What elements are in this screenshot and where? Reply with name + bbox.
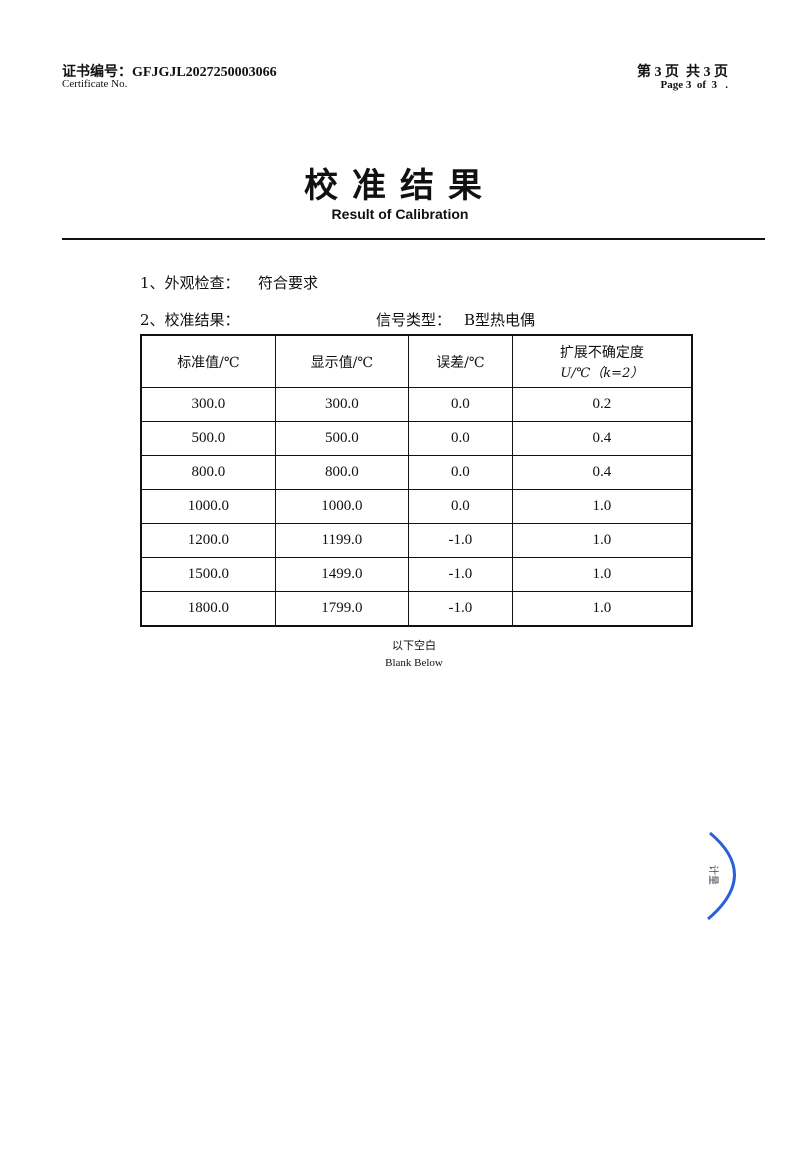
table-cell: 1200.0 [140,523,276,558]
table-cell: 500.0 [140,421,276,456]
table-cell: 0.4 [511,421,693,456]
result-label: 2、校准结果： [140,311,240,329]
table-cell: 800.0 [274,455,409,490]
table-cell: 1500.0 [140,557,276,592]
seal-stamp: 计量 [707,831,736,921]
table-cell: 1499.0 [274,557,409,592]
svg-text:计量: 计量 [707,865,720,885]
appearance-label: 1、外观检查： [140,274,240,292]
table-row: 1000.0 1000.0 0.0 1.0 [140,489,693,524]
blank-below-cn: 以下空白 [392,639,436,652]
signal-label: 信号类型： [376,311,452,329]
appearance-value: 符合要求 [258,274,319,292]
table-cell: -1.0 [407,557,513,592]
header-standard: 标准值/℃ [140,334,276,388]
header-uncertainty: 扩展不确定度 U/℃（k=2） [511,334,693,388]
blank-below-en: Blank Below [385,657,443,669]
table-cell: -1.0 [407,591,513,627]
table-cell: 300.0 [274,387,409,422]
table-cell: 1.0 [511,489,693,524]
page-title: 校准结果 [304,166,496,206]
table-cell: 0.4 [511,455,693,490]
table-row: 500.0 500.0 0.0 0.4 [140,421,693,456]
table-cell: 500.0 [274,421,409,456]
table-cell: 0.2 [511,387,693,422]
page-subtitle: Result of Calibration [331,206,469,222]
table-row: 800.0 800.0 0.0 0.4 [140,455,693,490]
uncertainty-unit: U/℃（k=2） [560,366,644,381]
table-cell: 1799.0 [274,591,409,627]
certificate-label-en: Certificate No. [62,78,128,90]
table-cell: 1.0 [511,523,693,558]
uncertainty-label: 扩展不确定度 [559,345,644,361]
divider [62,238,765,240]
table-cell: 1800.0 [140,591,276,627]
table-cell: 0.0 [407,387,513,422]
table-row: 1500.0 1499.0 -1.0 1.0 [140,557,693,592]
page-number-cn: 第 3 页 共 3 页 [637,65,728,80]
table-row: 300.0 300.0 0.0 0.2 [140,387,693,422]
header-error: 误差/℃ [407,334,513,388]
table-cell: 1.0 [511,557,693,592]
table-cell: 1000.0 [274,489,409,524]
table-cell: 800.0 [140,455,276,490]
certificate-label: 证书编号： [62,65,132,80]
table-cell: 0.0 [407,489,513,524]
table-row: 1800.0 1799.0 -1.0 1.0 [140,591,693,627]
calibration-table: 标准值/℃ 显示值/℃ 误差/℃ 扩展不确定度 U/℃（k=2） 300.0 300… [140,334,693,627]
table-row: 1200.0 1199.0 -1.0 1.0 [140,523,693,558]
table-cell: 0.0 [407,421,513,456]
table-cell: 0.0 [407,455,513,490]
table-cell: 1199.0 [274,523,409,558]
header-display: 显示值/℃ [274,334,409,388]
table-cell: 300.0 [140,387,276,422]
table-cell: 1.0 [511,591,693,627]
table-cell: 1000.0 [140,489,276,524]
signal-value: B型热电偶 [464,311,536,329]
table-header-row: 标准值/℃ 显示值/℃ 误差/℃ 扩展不确定度 U/℃（k=2） [140,334,693,388]
page-number-en: Page 3 of 3 . [660,79,728,91]
table-cell: -1.0 [407,523,513,558]
certificate-number: 证书编号：GFJGJL2027250003066 [62,61,277,81]
certificate-value: GFJGJL2027250003066 [132,65,277,80]
